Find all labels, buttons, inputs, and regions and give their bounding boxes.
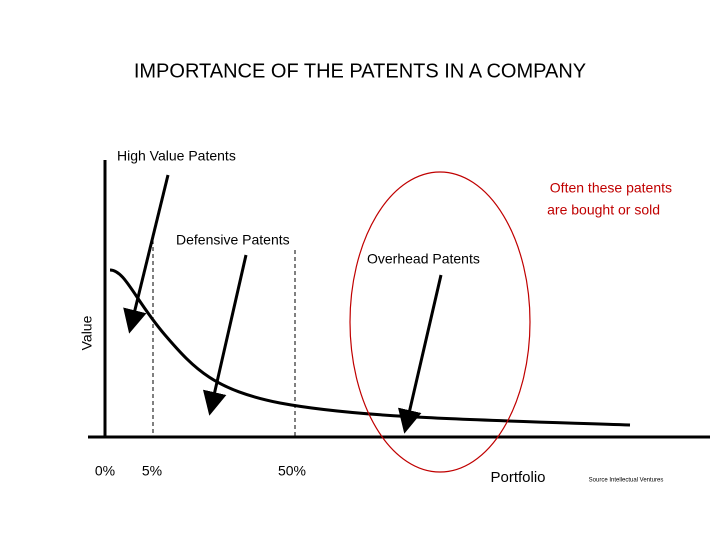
value-curve	[109, 268, 631, 427]
x-tick-label: 50%	[278, 463, 306, 479]
arrow	[202, 254, 248, 416]
note: Often these patents	[550, 180, 672, 196]
label: Defensive Patents	[176, 232, 290, 248]
label: High Value Patents	[117, 148, 236, 164]
source: Source Intellectual Ventures	[589, 478, 664, 484]
arrow	[398, 274, 443, 434]
title: IMPORTANCE OF THE PATENTS IN A COMPANY	[134, 60, 586, 82]
x-tick-label: 5%	[142, 463, 162, 479]
label: Overhead Patents	[367, 251, 480, 267]
x-tick-label: 0%	[95, 463, 115, 479]
note: are bought or sold	[547, 202, 660, 218]
arrow	[123, 174, 170, 334]
highlight-ellipse	[349, 171, 531, 473]
x-axis-label: Portfolio	[490, 469, 545, 486]
y-axis-label: Value	[79, 315, 95, 350]
